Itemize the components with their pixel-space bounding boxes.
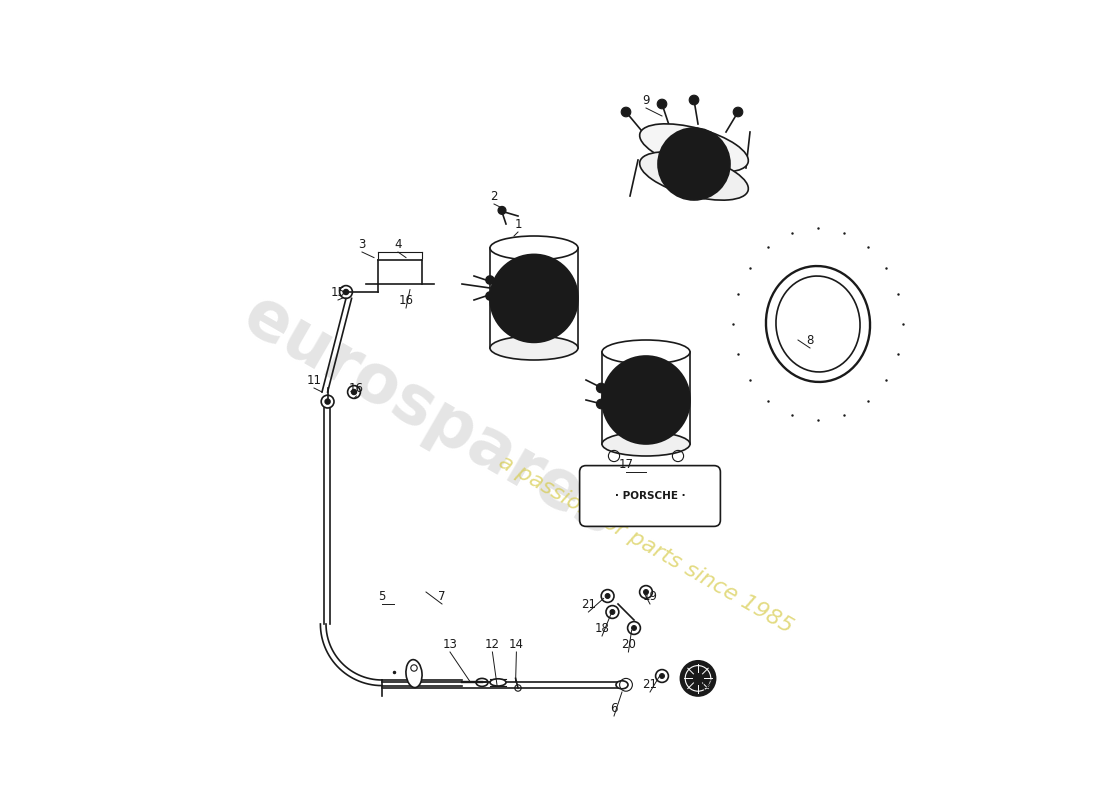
- Text: 22: 22: [698, 678, 714, 690]
- Circle shape: [610, 610, 615, 614]
- FancyBboxPatch shape: [580, 466, 720, 526]
- Text: 11: 11: [307, 374, 321, 386]
- Text: 8: 8: [806, 334, 814, 346]
- Text: 17: 17: [618, 458, 634, 470]
- Text: · PORSCHE ·: · PORSCHE ·: [615, 491, 685, 501]
- Circle shape: [596, 399, 606, 409]
- Circle shape: [602, 356, 690, 444]
- Circle shape: [658, 128, 730, 200]
- Text: 14: 14: [509, 638, 524, 650]
- Circle shape: [644, 590, 648, 594]
- Circle shape: [343, 290, 349, 294]
- Text: 12: 12: [485, 638, 499, 650]
- Circle shape: [605, 594, 610, 598]
- Circle shape: [486, 292, 494, 300]
- Ellipse shape: [640, 124, 748, 172]
- Text: 3: 3: [359, 238, 365, 250]
- Ellipse shape: [766, 266, 870, 382]
- Ellipse shape: [406, 660, 422, 687]
- Circle shape: [498, 206, 506, 214]
- Ellipse shape: [616, 681, 628, 689]
- Circle shape: [326, 399, 330, 404]
- Text: a passion for parts since 1985: a passion for parts since 1985: [495, 451, 796, 637]
- Text: 15: 15: [331, 286, 345, 298]
- Circle shape: [596, 383, 606, 393]
- Text: 16: 16: [398, 294, 414, 306]
- Text: 6: 6: [610, 702, 618, 714]
- Circle shape: [660, 674, 664, 678]
- Circle shape: [690, 95, 698, 105]
- Circle shape: [486, 276, 494, 284]
- Text: 13: 13: [442, 638, 458, 650]
- Ellipse shape: [602, 340, 690, 364]
- Ellipse shape: [490, 236, 578, 260]
- Text: 21: 21: [581, 598, 596, 610]
- Ellipse shape: [490, 678, 506, 686]
- Circle shape: [621, 107, 630, 117]
- Text: 2: 2: [491, 190, 497, 202]
- Circle shape: [681, 661, 716, 696]
- Text: 21: 21: [642, 678, 658, 690]
- Circle shape: [631, 626, 637, 630]
- Ellipse shape: [602, 432, 690, 456]
- Ellipse shape: [640, 152, 748, 200]
- Text: 16: 16: [349, 382, 364, 394]
- Circle shape: [490, 254, 578, 342]
- Ellipse shape: [490, 336, 578, 360]
- Circle shape: [734, 107, 742, 117]
- Text: 18: 18: [595, 622, 609, 634]
- Text: eurospares: eurospares: [231, 282, 629, 550]
- Text: 5: 5: [378, 590, 386, 602]
- Text: 20: 20: [621, 638, 636, 650]
- Text: 4: 4: [394, 238, 402, 250]
- Text: 9: 9: [642, 94, 650, 106]
- Text: 1: 1: [515, 218, 521, 230]
- Text: 19: 19: [642, 590, 658, 602]
- Circle shape: [352, 390, 356, 394]
- Text: 7: 7: [438, 590, 446, 602]
- Text: 10: 10: [630, 394, 646, 406]
- Circle shape: [657, 99, 667, 109]
